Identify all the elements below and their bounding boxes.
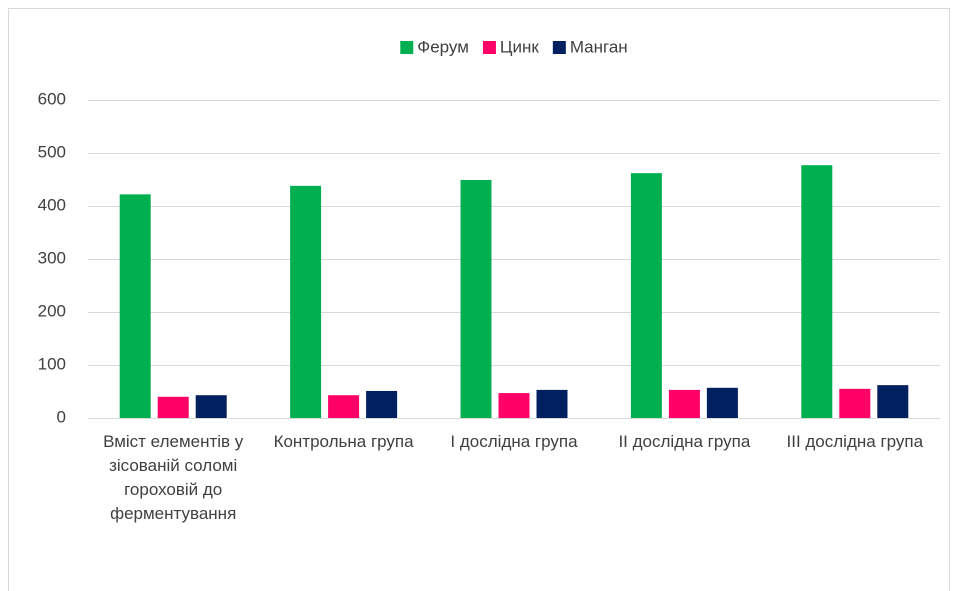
x-tick-label: І дослідна група <box>450 432 578 451</box>
bar <box>630 173 662 418</box>
bar <box>877 385 909 418</box>
bar <box>119 194 151 418</box>
y-tick-label: 500 <box>38 142 66 161</box>
x-tick-label: Вміст елементів у зісованій соломі горох… <box>103 432 244 523</box>
bar <box>668 389 700 418</box>
y-tick-label: 300 <box>38 248 66 267</box>
bar <box>290 185 322 418</box>
y-tick-label: 0 <box>57 407 66 426</box>
bar <box>706 387 738 418</box>
chart-border <box>8 8 950 591</box>
y-tick-label: 400 <box>38 195 66 214</box>
bar <box>839 388 871 418</box>
legend-swatch <box>552 41 566 54</box>
legend-swatch <box>482 41 496 54</box>
y-tick-label: 200 <box>38 301 66 320</box>
legend-label: Ферум <box>417 37 469 56</box>
legend-label: Манган <box>570 37 628 56</box>
bar <box>157 396 189 418</box>
y-tick-label: 600 <box>38 89 66 108</box>
bar <box>366 390 398 418</box>
y-tick-label: 100 <box>38 354 66 373</box>
bar <box>328 395 360 418</box>
x-tick-label: ІІІ дослідна група <box>786 432 924 451</box>
bar <box>498 393 530 418</box>
bar <box>801 165 833 418</box>
bar <box>460 180 492 418</box>
bar <box>195 395 227 418</box>
legend-label: Цинк <box>500 37 539 56</box>
legend-swatch <box>400 41 414 54</box>
bar <box>536 389 568 418</box>
x-tick-label: ІІ дослідна група <box>618 432 751 451</box>
x-tick-label: Контрольна група <box>273 432 414 451</box>
